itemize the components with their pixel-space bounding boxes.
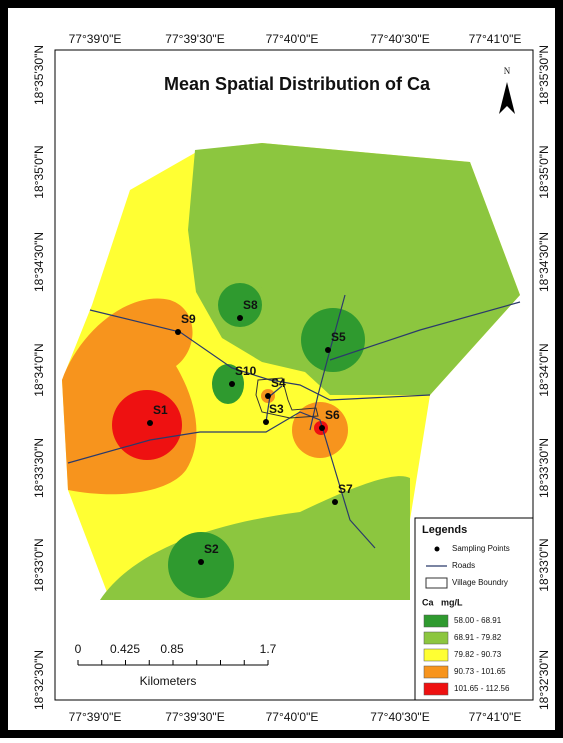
sampling-point (237, 315, 243, 321)
north-label: N (504, 66, 511, 76)
latitude-label: 18°32'30"N (32, 650, 46, 710)
scale-label: 0.85 (160, 642, 184, 656)
sampling-point (147, 420, 153, 426)
legend-swatch (423, 648, 449, 662)
scale-label: 1.7 (260, 642, 277, 656)
sampling-point (332, 499, 338, 505)
sampling-point (229, 381, 235, 387)
latitude-label: 18°34'30"N (537, 232, 551, 292)
point-label: S3 (269, 402, 284, 416)
latitude-label: 18°34'30"N (32, 232, 46, 292)
legend-item: Village Boundry (452, 578, 508, 587)
latitude-label: 18°32'30"N (537, 650, 551, 710)
zone-red (112, 390, 182, 460)
point-label: S2 (204, 542, 219, 556)
road (309, 294, 346, 431)
point-label: S10 (235, 364, 257, 378)
north-arrow (499, 82, 515, 114)
legend-title: Legends (422, 524, 467, 536)
latitude-label: 18°34'0"N (537, 343, 551, 396)
latitude-label: 18°35'30"N (32, 45, 46, 105)
legend-swatch (423, 614, 449, 628)
longitude-label: 77°39'30"E (165, 710, 224, 724)
legend-swatch (423, 682, 449, 696)
sampling-point (198, 559, 204, 565)
latitude-label: 18°34'0"N (32, 343, 46, 396)
longitude-label: 77°41'0"E (469, 710, 522, 724)
legend-class-label: 101.65 - 112.56 (454, 684, 510, 693)
longitude-label: 77°40'30"E (370, 32, 429, 46)
legend-swatch (423, 665, 449, 679)
zone-green (188, 143, 520, 395)
longitude-label: 77°40'30"E (370, 710, 429, 724)
latitude-label: 18°35'0"N (32, 145, 46, 198)
sampling-points: S1 S2 S3 S4 S5 S6 S7 S8 S9 S10 (147, 298, 353, 565)
point-label: S1 (153, 403, 168, 417)
point-label: S4 (271, 376, 286, 390)
longitude-label: 77°39'0"E (69, 710, 122, 724)
legend-item: Roads (452, 561, 475, 570)
sampling-point (265, 393, 271, 399)
longitude-label: 77°40'0"E (266, 710, 319, 724)
longitude-label: 77°40'0"E (266, 32, 319, 46)
sampling-point (175, 329, 181, 335)
legend-class-label: 79.82 - 90.73 (454, 650, 502, 659)
legend-class-label: 58.00 - 68.91 (454, 616, 502, 625)
graticule-labels: 77°39'0"E 77°39'0"E 77°39'30"E 77°39'30"E 77… (32, 32, 551, 724)
latitude-label: 18°33'30"N (32, 438, 46, 498)
point-label: S8 (243, 298, 258, 312)
map-title: Mean Spatial Distribution of Ca (164, 74, 431, 94)
legend-class-label: 90.73 - 101.65 (454, 667, 506, 676)
legend-class-label: 68.91 - 79.82 (454, 633, 502, 642)
longitude-label: 77°39'30"E (165, 32, 224, 46)
point-label: S6 (325, 408, 340, 422)
longitude-label: 77°39'0"E (69, 32, 122, 46)
legend-item: Sampling Points (452, 544, 510, 553)
scale-bar: 0 0.425 0.85 1.7 Kilometers (75, 642, 277, 688)
latitude-label: 18°33'30"N (537, 438, 551, 498)
scale-label: 0.425 (110, 642, 140, 656)
road (67, 411, 376, 549)
latitude-label: 18°35'30"N (537, 45, 551, 105)
point-label: S7 (338, 482, 353, 496)
scale-unit: Kilometers (140, 674, 197, 688)
sampling-point (325, 347, 331, 353)
legend-swatch (423, 631, 449, 645)
legend-class-title: Ca mg/L (422, 597, 463, 607)
legend: Legends Sampling Points Roads Village Bound… (414, 517, 534, 701)
sampling-point (319, 425, 325, 431)
point-label: S5 (331, 330, 346, 344)
road (329, 301, 521, 361)
latitude-label: 18°35'0"N (537, 145, 551, 198)
latitude-label: 18°33'0"N (537, 538, 551, 591)
zone-dark-green (218, 283, 262, 327)
latitude-label: 18°33'0"N (32, 538, 46, 591)
legend-point (434, 546, 440, 552)
longitude-label: 77°41'0"E (469, 32, 522, 46)
point-label: S9 (181, 312, 196, 326)
sampling-point (263, 419, 269, 425)
zone-dark-green (212, 364, 244, 404)
legend-village (425, 577, 448, 589)
scale-label: 0 (75, 642, 82, 656)
village-boundary (255, 377, 319, 419)
